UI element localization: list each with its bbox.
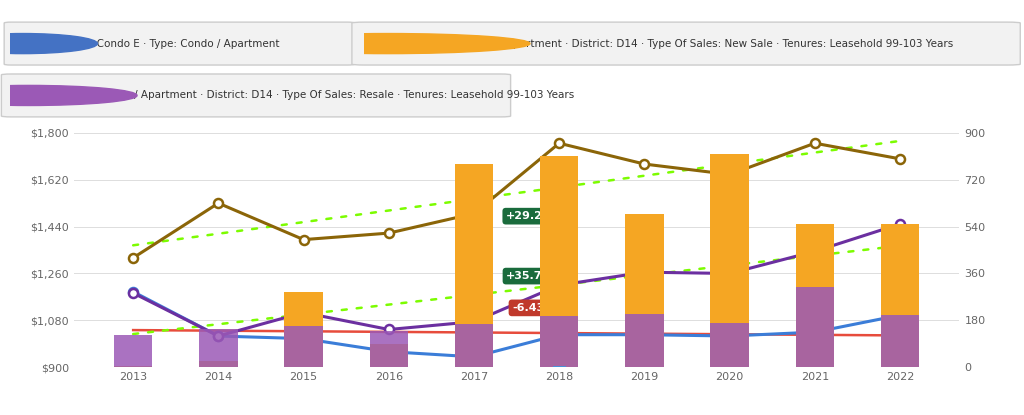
Bar (455, 164, 494, 367)
Bar (114, 335, 153, 367)
Bar (881, 224, 920, 367)
Bar (540, 317, 579, 367)
Text: 3 - Type: Condo / Apartment · District: D14 · Type Of Sales: Resale · Tenures: L: 3 - Type: Condo / Apartment · District: … (49, 90, 573, 100)
Circle shape (246, 34, 530, 54)
Bar (285, 292, 323, 367)
Bar (370, 344, 408, 367)
Text: 2 - Type: Condo / Apartment · District: D14 · Type Of Sales: New Sale · Tenures:: 2 - Type: Condo / Apartment · District: … (415, 39, 953, 49)
Bar (370, 331, 408, 367)
Text: -6.43%: -6.43% (512, 303, 555, 313)
Text: +35.78%: +35.78% (506, 271, 561, 281)
Bar (455, 324, 494, 367)
Bar (285, 326, 323, 367)
Bar (200, 361, 238, 367)
Bar (553, 366, 565, 367)
Bar (200, 330, 238, 367)
Bar (626, 314, 664, 367)
Bar (796, 286, 834, 367)
Bar (796, 224, 834, 367)
FancyBboxPatch shape (1, 74, 511, 117)
Circle shape (0, 34, 97, 54)
Text: 1 - Project: Condo E · Type: Condo / Apartment: 1 - Project: Condo E · Type: Condo / Apa… (37, 39, 280, 49)
Bar (540, 156, 579, 367)
FancyBboxPatch shape (352, 22, 1020, 65)
Bar (626, 214, 664, 367)
Bar (114, 366, 153, 367)
Bar (711, 154, 749, 367)
FancyBboxPatch shape (4, 22, 354, 65)
Bar (711, 323, 749, 367)
Circle shape (0, 85, 137, 105)
Bar (881, 315, 920, 367)
Text: +29.22%: +29.22% (506, 211, 561, 221)
